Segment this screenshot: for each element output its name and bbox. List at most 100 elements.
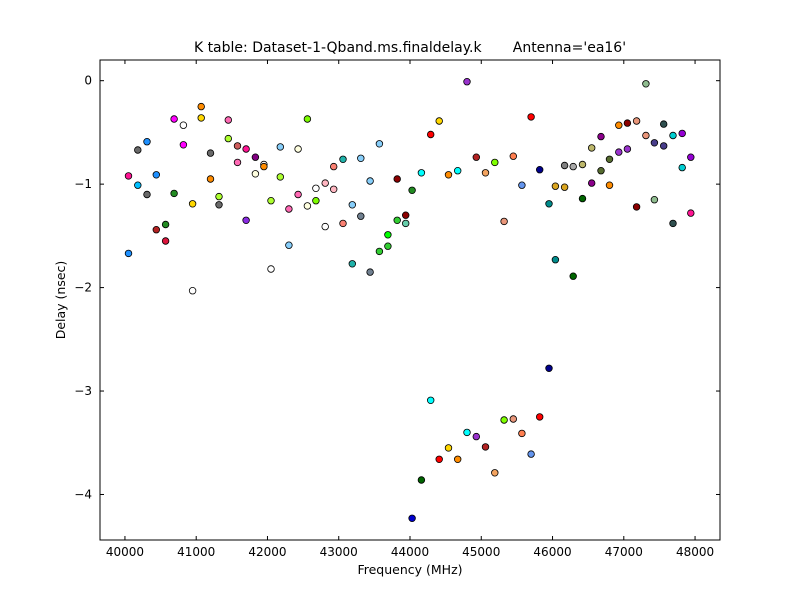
data-point (560, 183, 569, 191)
data-point (650, 139, 659, 147)
data-point (206, 149, 215, 157)
data-point (615, 121, 623, 129)
data-point (152, 225, 160, 234)
data-point (444, 444, 453, 452)
data-point (267, 196, 275, 205)
data-point (393, 216, 401, 224)
data-point (660, 120, 668, 128)
data-point (605, 155, 614, 163)
data-point (348, 260, 356, 268)
data-point (170, 189, 178, 198)
data-point (687, 153, 695, 161)
data-point (491, 469, 499, 477)
data-point (366, 177, 374, 185)
data-point (321, 179, 329, 187)
data-point (312, 196, 320, 205)
data-point (276, 173, 284, 181)
data-point (339, 219, 347, 228)
data-point (303, 202, 312, 210)
data-point (242, 216, 250, 224)
data-point (545, 364, 553, 372)
data-point (417, 476, 426, 484)
data-point (623, 145, 632, 153)
data-point (551, 256, 560, 264)
data-point (294, 190, 302, 199)
data-point (444, 171, 453, 179)
data-point (251, 170, 260, 178)
data-point (472, 153, 480, 161)
data-point (623, 119, 632, 127)
y-tick-label: −2 (74, 281, 92, 295)
data-point (348, 201, 356, 209)
data-point (197, 102, 205, 111)
x-axis: 40000 41000 42000 43000 44000 45000 46000 47000… (106, 60, 714, 559)
x-tick-label: 46000 (533, 545, 571, 559)
x-tick-label: 41000 (177, 545, 215, 559)
data-point (267, 265, 275, 273)
data-point (312, 184, 320, 192)
x-tick-label: 45000 (462, 545, 500, 559)
data-point (491, 158, 499, 167)
data-point (454, 166, 462, 175)
data-point (260, 162, 268, 171)
data-point (303, 115, 312, 123)
data-point (578, 160, 587, 169)
data-point (527, 113, 535, 121)
data-point (650, 195, 659, 204)
data-point (427, 396, 435, 404)
y-tick-label: −4 (74, 487, 92, 501)
data-point (597, 166, 605, 175)
data-point (527, 450, 535, 458)
x-axis-label: Frequency (MHz) (357, 562, 462, 577)
data-point (124, 172, 133, 180)
data-point (339, 155, 347, 163)
data-point (669, 131, 677, 140)
data-point (545, 200, 553, 208)
x-tick-label: 47000 (605, 545, 643, 559)
data-point (678, 129, 686, 138)
data-point (161, 220, 170, 229)
data-point (251, 153, 260, 161)
data-point (588, 179, 596, 187)
data-point (357, 212, 365, 220)
y-axis: 0 −1 −2 −3 −4 (74, 74, 720, 501)
data-point (632, 117, 641, 125)
data-point (143, 137, 151, 146)
data-point (393, 175, 401, 183)
data-point (588, 144, 596, 152)
data-point (124, 249, 133, 258)
data-point (242, 145, 250, 153)
data-point (509, 152, 517, 160)
data-point (642, 80, 650, 88)
y-tick-label: −3 (74, 384, 92, 398)
data-point (375, 140, 384, 148)
data-point (384, 231, 392, 239)
data-point (224, 134, 232, 143)
data-point (330, 162, 338, 171)
data-point (188, 287, 197, 295)
data-point (569, 162, 577, 171)
data-point (605, 181, 614, 189)
data-point (509, 415, 517, 423)
data-point (197, 114, 205, 122)
data-point (687, 209, 695, 217)
data-point (536, 165, 544, 174)
x-tick-label: 48000 (676, 545, 714, 559)
data-point (481, 443, 490, 451)
data-point (454, 455, 462, 463)
data-point (500, 416, 508, 424)
data-point (481, 169, 490, 177)
data-point (408, 514, 416, 522)
data-point (402, 211, 410, 219)
data-point (134, 146, 142, 154)
data-point (233, 158, 242, 167)
data-point (518, 181, 526, 189)
data-point (597, 132, 605, 141)
data-point (417, 169, 426, 177)
data-point (408, 186, 416, 194)
data-point (294, 145, 302, 153)
data-point (224, 116, 232, 124)
data-point (285, 205, 293, 213)
